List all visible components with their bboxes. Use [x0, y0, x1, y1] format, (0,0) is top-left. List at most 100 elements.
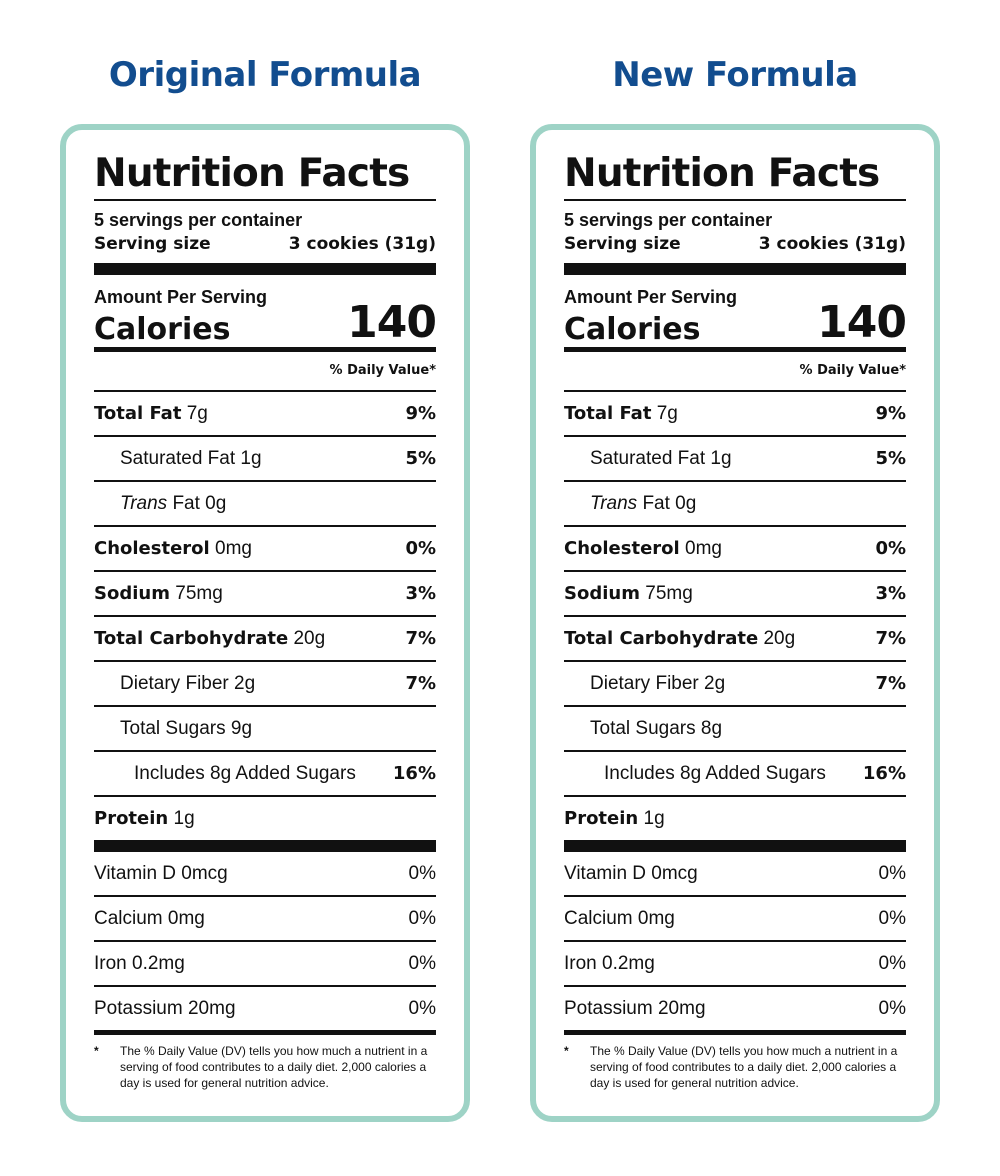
nutrient-amount: 1g: [643, 807, 665, 829]
nutrition-facts-label: Nutrition Facts 5 servings per container…: [564, 151, 907, 1091]
nutrient-row-cholesterol: Cholesterol 0mg 0%: [94, 525, 436, 570]
nutrient-name: Saturated Fat 1g: [120, 447, 262, 469]
trans-italic: Trans: [120, 492, 168, 514]
nutrition-facts-heading: Nutrition Facts: [564, 151, 880, 196]
nutrient-amount: 0mg: [215, 537, 252, 559]
nutrient-name: Saturated Fat 1g: [590, 447, 732, 469]
nutrient-amount: 20g: [293, 627, 326, 649]
nutrient-row-dietary-fiber: Dietary Fiber 2g 7%: [94, 660, 436, 705]
nutrition-label-panel: Nutrition Facts 5 servings per container…: [530, 124, 940, 1122]
calories-value: 140: [817, 297, 907, 348]
nutrient-row-total-carbohydrate: Total Carbohydrate 20g 7%: [564, 615, 906, 660]
nutrient-name: Sodium: [564, 582, 640, 604]
medium-divider: [94, 347, 436, 352]
nutrient-name: Cholesterol: [94, 537, 210, 559]
nutrient-name: Total Carbohydrate: [94, 627, 289, 649]
nutrient-row-saturated-fat: Saturated Fat 1g 5%: [94, 435, 436, 480]
vitamin-name: Potassium 20mg: [564, 997, 706, 1019]
serving-size-label: Serving size: [564, 234, 681, 254]
nutrient-dv: 16%: [392, 763, 436, 784]
vitamin-row: Iron 0.2mg 0%: [564, 942, 906, 987]
vitamin-dv: 0%: [878, 907, 906, 929]
nutrient-name: Dietary Fiber 2g: [590, 672, 726, 694]
vitamin-row: Potassium 20mg 0%: [94, 987, 436, 1030]
vitamin-name: Iron 0.2mg: [564, 952, 655, 974]
servings-per-container: 5 servings per container: [564, 210, 773, 230]
medium-divider: [564, 347, 906, 352]
nutrient-dv: 16%: [862, 763, 906, 784]
nutrient-name: Includes 8g Added Sugars: [134, 762, 356, 784]
vitamin-dv: 0%: [408, 907, 436, 929]
nutrient-dv: 7%: [875, 673, 906, 694]
nutrient-row-protein: Protein 1g: [564, 795, 906, 840]
nutrient-amount: 75mg: [645, 582, 693, 604]
nutrient-row-dietary-fiber: Dietary Fiber 2g 7%: [564, 660, 906, 705]
nutrient-name: Total Fat: [94, 402, 182, 424]
daily-value-header: % Daily Value*: [329, 363, 436, 378]
vitamin-row: Calcium 0mg 0%: [94, 897, 436, 942]
nutrient-row-total-fat: Total Fat 7g 9%: [564, 390, 906, 435]
nutrition-facts-label: Nutrition Facts 5 servings per container…: [94, 151, 437, 1091]
vitamin-row: Iron 0.2mg 0%: [94, 942, 436, 987]
nutrient-row-total-sugars: Total Sugars 8g: [564, 705, 906, 750]
footnote-text: The % Daily Value (DV) tells you how muc…: [120, 1044, 428, 1090]
thick-divider: [94, 840, 436, 852]
calories-row: Calories 140: [94, 299, 437, 347]
daily-value-header: % Daily Value*: [799, 363, 906, 378]
serving-size-row: Serving size 3 cookies (31g): [94, 233, 436, 255]
nutrient-dv: 5%: [875, 448, 906, 469]
vitamin-dv: 0%: [408, 997, 436, 1019]
serving-size-value: 3 cookies (31g): [288, 234, 436, 254]
vitamin-name: Iron 0.2mg: [94, 952, 185, 974]
nutrient-row-saturated-fat: Saturated Fat 1g 5%: [564, 435, 906, 480]
nutrient-dv: 0%: [875, 538, 906, 559]
footnote: * The % Daily Value (DV) tells you how m…: [564, 1043, 906, 1091]
thick-divider: [564, 263, 906, 275]
trans-italic: Trans: [590, 492, 638, 514]
footnote-star: *: [94, 1044, 99, 1058]
nutrient-row-added-sugars: Includes 8g Added Sugars 16%: [94, 750, 436, 795]
serving-size-row: Serving size 3 cookies (31g): [564, 233, 906, 255]
serving-size-label: Serving size: [94, 234, 211, 254]
nutrient-name: Total Carbohydrate: [564, 627, 759, 649]
vitamin-name: Potassium 20mg: [94, 997, 236, 1019]
serving-size-value: 3 cookies (31g): [758, 234, 906, 254]
nutrient-row-sodium: Sodium 75mg 3%: [564, 570, 906, 615]
nutrient-name: Total Sugars 9g: [120, 717, 253, 739]
footnote: * The % Daily Value (DV) tells you how m…: [94, 1043, 436, 1091]
nutrition-facts-heading: Nutrition Facts: [94, 151, 410, 196]
nutrient-name: Total Sugars 8g: [590, 717, 723, 739]
nutrient-amount: 0mg: [685, 537, 722, 559]
vitamin-row: Calcium 0mg 0%: [564, 897, 906, 942]
nutrient-dv: 9%: [405, 403, 436, 424]
thick-divider: [564, 840, 906, 852]
vitamin-name: Calcium 0mg: [94, 907, 205, 929]
nutrient-row-added-sugars: Includes 8g Added Sugars 16%: [564, 750, 906, 795]
nutrient-dv: 0%: [405, 538, 436, 559]
footnote-text: The % Daily Value (DV) tells you how muc…: [590, 1044, 898, 1090]
vitamin-dv: 0%: [878, 997, 906, 1019]
vitamin-dv: 0%: [408, 952, 436, 974]
nutrient-dv: 3%: [875, 583, 906, 604]
nutrient-dv: 5%: [405, 448, 436, 469]
nutrient-name: Total Fat: [564, 402, 652, 424]
divider: [564, 199, 906, 201]
nutrient-name: Sodium: [94, 582, 170, 604]
nutrient-name: Includes 8g Added Sugars: [604, 762, 826, 784]
nutrient-row-trans-fat: Trans Fat 0g: [94, 480, 436, 525]
nutrient-name: Protein: [94, 807, 169, 829]
medium-divider: [564, 1030, 906, 1035]
nutrient-dv: 9%: [875, 403, 906, 424]
nutrient-amount: 20g: [763, 627, 796, 649]
nutrient-dv: 3%: [405, 583, 436, 604]
nutrient-amount: 7g: [656, 402, 678, 424]
vitamin-row: Vitamin D 0mcg 0%: [94, 852, 436, 897]
nutrient-row-sodium: Sodium 75mg 3%: [94, 570, 436, 615]
nutrient-row-total-fat: Total Fat 7g 9%: [94, 390, 436, 435]
nutrition-label-panel: Nutrition Facts 5 servings per container…: [60, 124, 470, 1122]
vitamin-name: Vitamin D 0mcg: [564, 862, 698, 884]
thick-divider: [94, 263, 436, 275]
vitamin-dv: 0%: [878, 952, 906, 974]
nutrient-row-total-carbohydrate: Total Carbohydrate 20g 7%: [94, 615, 436, 660]
formula-title: Original Formula: [108, 55, 422, 95]
